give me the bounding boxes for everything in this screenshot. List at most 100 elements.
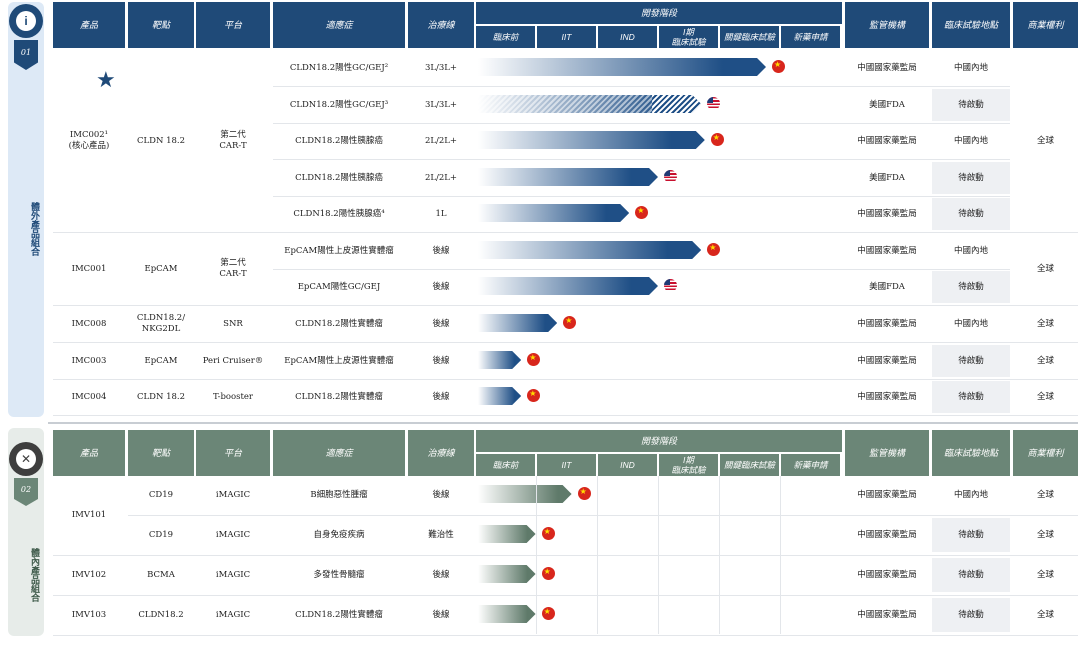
row-separator bbox=[53, 415, 1078, 416]
stage-gridline bbox=[536, 476, 537, 634]
trial-site: 待啟動 bbox=[932, 345, 1010, 377]
regulator: 中國國家藥監局 bbox=[857, 208, 917, 219]
treatment-line: 後線 bbox=[432, 391, 450, 402]
indication: CLDN18.2陽性GC/GEJ² bbox=[289, 62, 389, 73]
treatment-line: 後線 bbox=[432, 245, 450, 256]
treatment-line: 1L bbox=[435, 208, 447, 219]
regulator: 中國國家藥監局 bbox=[857, 569, 917, 580]
target-name: EpCAM bbox=[144, 263, 178, 274]
regulator: 美國FDA bbox=[869, 172, 905, 183]
china-flag-icon bbox=[772, 60, 785, 73]
row-separator bbox=[273, 232, 1010, 233]
us-flag-icon bbox=[664, 279, 677, 292]
column-header: 臨床試驗地點 bbox=[932, 430, 1010, 476]
trial-site: 中國內地 bbox=[953, 489, 988, 500]
column-header: 產品 bbox=[53, 430, 125, 476]
treatment-line: 2L/2L+ bbox=[424, 135, 458, 146]
indication: CLDN18.2陽性實體瘤 bbox=[295, 609, 383, 620]
column-header: 監管機構 bbox=[845, 2, 929, 48]
commercial-rights: 全球 bbox=[1036, 263, 1054, 274]
column-header: 治療線 bbox=[408, 430, 474, 476]
trial-site: 待啟動 bbox=[932, 558, 1010, 592]
row-separator bbox=[53, 555, 1078, 556]
regulator: 中國國家藥監局 bbox=[857, 245, 917, 256]
indication: CLDN18.2陽性實體瘤 bbox=[295, 391, 383, 402]
column-header: 開發階段 bbox=[476, 430, 842, 452]
platform-name: SNR bbox=[223, 318, 243, 329]
stage-header: IND bbox=[598, 454, 657, 476]
column-header: 適應症 bbox=[273, 430, 405, 476]
regulator: 中國國家藥監局 bbox=[857, 62, 917, 73]
stage-header: 臨床前 bbox=[476, 26, 535, 48]
commercial-rights: 全球 bbox=[1036, 135, 1054, 146]
section1-number-tag: 01 bbox=[14, 40, 38, 70]
regulator: 中國國家藥監局 bbox=[857, 135, 917, 146]
stage-header: IIT bbox=[537, 26, 596, 48]
us-flag-icon bbox=[664, 170, 677, 183]
indication: CLDN18.2陽性胰腺癌 bbox=[295, 135, 383, 146]
row-separator bbox=[273, 86, 1010, 87]
stage-header: 新藥申請 bbox=[781, 454, 840, 476]
treatment-line: 難治性 bbox=[428, 529, 454, 540]
section2-icon-badge: ✕ bbox=[9, 442, 43, 476]
section1-icon-badge: i bbox=[9, 4, 43, 38]
pipeline-bar bbox=[478, 277, 658, 295]
section2-number: 02 bbox=[20, 484, 32, 494]
treatment-line: 3L/3L+ bbox=[424, 62, 458, 73]
stage-header: 關鍵臨床試驗 bbox=[720, 26, 779, 48]
section1-number: 01 bbox=[20, 47, 32, 57]
china-flag-icon bbox=[635, 206, 649, 219]
stage-gridline bbox=[780, 476, 781, 634]
pipeline-bar-hatched bbox=[652, 95, 701, 113]
china-flag-icon bbox=[527, 353, 541, 366]
platform-name: iMAGIC bbox=[215, 569, 251, 580]
commercial-rights: 全球 bbox=[1036, 391, 1054, 402]
treatment-line: 後線 bbox=[432, 609, 450, 620]
pipeline-bar bbox=[478, 131, 705, 149]
column-header: 靶點 bbox=[128, 2, 194, 48]
product-name: IMC001 bbox=[71, 263, 107, 274]
regulator: 美國FDA bbox=[869, 281, 905, 292]
section1-side-tab: i 01 體外產品組合 bbox=[8, 2, 44, 417]
indication: EpCAM陽性上皮源性實體瘤 bbox=[284, 355, 394, 366]
indication: CLDN18.2陽性實體瘤 bbox=[295, 318, 383, 329]
row-separator bbox=[273, 159, 1010, 160]
china-flag-icon bbox=[527, 389, 541, 402]
product-name: IMC002¹ (核心產品) bbox=[68, 130, 110, 151]
column-header: 治療線 bbox=[408, 2, 474, 48]
stage-gridline bbox=[597, 476, 598, 634]
column-header: 商業權利 bbox=[1013, 430, 1078, 476]
section2-number-tag: 02 bbox=[14, 478, 38, 506]
row-separator bbox=[273, 196, 1010, 197]
pipeline-bar bbox=[478, 387, 521, 405]
column-header: 平台 bbox=[196, 430, 270, 476]
section2-side-tab: ✕ 02 體內產品組合 bbox=[8, 428, 44, 636]
china-flag-icon bbox=[541, 527, 555, 540]
indication: EpCAM陽性GC/GEJ bbox=[297, 281, 381, 292]
column-header: 商業權利 bbox=[1013, 2, 1078, 48]
product-name: IMV101 bbox=[71, 509, 107, 520]
treatment-line: 3L/3L+ bbox=[424, 99, 458, 110]
commercial-rights: 全球 bbox=[1036, 529, 1054, 540]
regulator: 中國國家藥監局 bbox=[857, 355, 917, 366]
stage-header: IND bbox=[598, 26, 657, 48]
stage-header: 臨床前 bbox=[476, 454, 535, 476]
trial-site: 中國內地 bbox=[953, 62, 988, 73]
us-flag-icon bbox=[707, 97, 721, 110]
platform-name: 第二代 CAR-T bbox=[219, 130, 247, 151]
pipeline-bar bbox=[478, 58, 766, 76]
china-flag-icon bbox=[707, 243, 721, 256]
trial-site: 待啟動 bbox=[932, 598, 1010, 632]
target-name: CD19 bbox=[148, 529, 174, 540]
stage-header: I期 臨床試驗 bbox=[659, 26, 718, 48]
treatment-line: 2L/2L+ bbox=[424, 172, 458, 183]
pipeline-bar bbox=[478, 525, 536, 543]
china-flag-icon bbox=[541, 607, 555, 620]
stage-gridline bbox=[719, 476, 720, 634]
row-separator bbox=[53, 635, 1078, 636]
pipeline-bar bbox=[478, 314, 557, 332]
column-header: 臨床試驗地點 bbox=[932, 2, 1010, 48]
product-name: IMC008 bbox=[71, 318, 107, 329]
product-name: IMC003 bbox=[71, 355, 107, 366]
stage-gridline bbox=[658, 476, 659, 634]
